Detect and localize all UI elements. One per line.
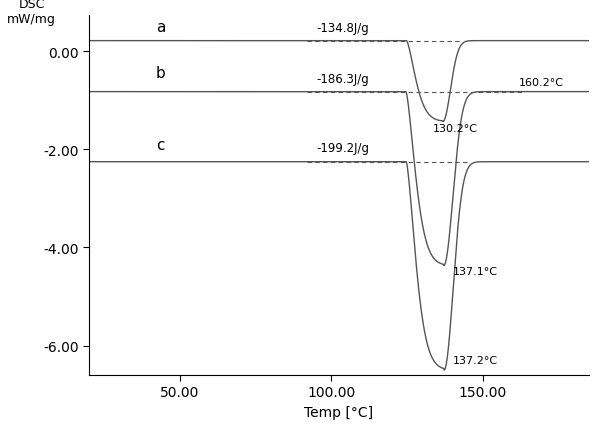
Text: -199.2J/g: -199.2J/g — [316, 141, 369, 154]
Text: b: b — [155, 66, 166, 81]
Y-axis label: DSC
mW/mg: DSC mW/mg — [7, 0, 56, 26]
Text: a: a — [155, 20, 165, 35]
Text: 137.1°C: 137.1°C — [452, 267, 497, 277]
Text: 130.2°C: 130.2°C — [433, 123, 478, 133]
X-axis label: Temp [°C]: Temp [°C] — [304, 405, 374, 419]
Text: 160.2°C: 160.2°C — [519, 77, 564, 88]
Text: 137.2°C: 137.2°C — [452, 355, 497, 365]
Text: -134.8J/g: -134.8J/g — [316, 22, 369, 35]
Text: -186.3J/g: -186.3J/g — [316, 73, 369, 86]
Text: c: c — [155, 138, 164, 153]
